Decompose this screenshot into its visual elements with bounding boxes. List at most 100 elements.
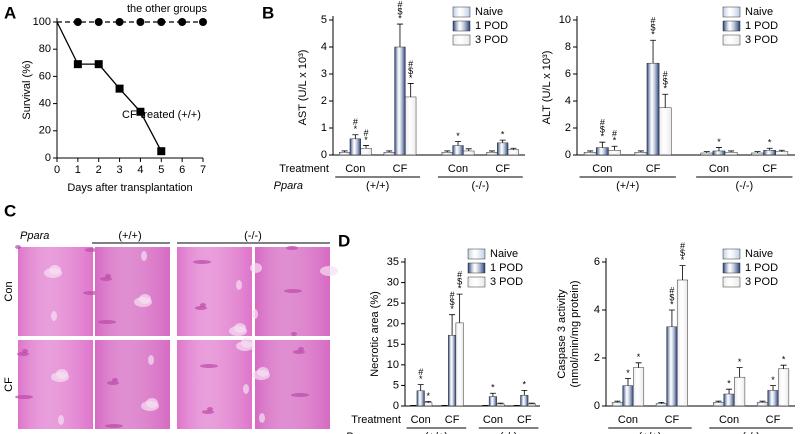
y-tick-label: 0 <box>594 400 600 412</box>
y-tick-label: 0 <box>565 149 571 161</box>
y-tick-label: 0 <box>45 152 51 164</box>
significance-mark: * <box>364 135 368 145</box>
bar <box>416 390 425 407</box>
error-bar <box>635 362 642 368</box>
significance-mark: * <box>426 391 430 401</box>
significance-mark: * <box>681 255 685 265</box>
significance-mark: # <box>353 117 358 127</box>
y-tick-label: 4 <box>594 304 600 316</box>
series-line <box>56 21 162 152</box>
y-tick-label: 60 <box>39 70 51 82</box>
tissue-spot <box>229 326 247 336</box>
significance-mark: * <box>613 136 617 146</box>
error-bar <box>759 400 766 403</box>
bar <box>633 367 645 407</box>
tissue-spot <box>51 372 69 382</box>
legend-label: Naive <box>745 248 773 260</box>
error-bar <box>425 401 432 403</box>
x-tick-label: 2 <box>96 164 102 176</box>
significance-mark: * <box>501 130 505 140</box>
legend-swatch <box>722 248 741 260</box>
point <box>157 147 166 156</box>
bar <box>622 385 634 407</box>
bar <box>712 150 726 156</box>
tissue-spot <box>141 401 159 411</box>
error-bar <box>715 400 722 403</box>
tissue-spot <box>236 341 254 351</box>
error-bar <box>521 389 528 396</box>
point <box>136 18 145 26</box>
group-label: (-/-) <box>471 180 489 192</box>
significance-mark: * <box>670 299 674 309</box>
bar <box>712 402 725 407</box>
bar <box>488 396 497 407</box>
x-tick-label: CF <box>646 163 661 175</box>
significance-mark: # <box>364 128 369 138</box>
y-tick-label: 10 <box>387 359 399 371</box>
y-axis-label: Survival (%) <box>21 60 33 119</box>
legend-label: 3 POD <box>490 276 523 288</box>
tissue-spot <box>291 332 297 336</box>
error-bar <box>363 145 370 149</box>
significance-mark: * <box>637 352 641 362</box>
tissue-spot <box>195 306 207 310</box>
tissue-spot <box>286 246 298 250</box>
significance-mark: # <box>612 129 617 139</box>
error-bar <box>754 151 761 153</box>
significance-mark: * <box>398 13 402 23</box>
micrograph-texture <box>177 340 252 429</box>
error-bar <box>658 402 665 404</box>
error-bar <box>449 314 456 336</box>
significance-mark: # <box>418 367 423 377</box>
legend-label: 3 POD <box>745 276 778 288</box>
error-bar <box>352 134 359 139</box>
tissue-spot <box>250 263 262 273</box>
error-bar <box>726 388 733 394</box>
tissue-spot <box>15 395 33 399</box>
significance-mark: * <box>717 137 721 147</box>
x-tick-label: 7 <box>200 164 206 176</box>
significance-mark: $ <box>663 77 668 87</box>
y-tick-label: 6 <box>594 256 600 268</box>
bar <box>775 151 789 156</box>
significance-mark: * <box>738 357 742 367</box>
panel-letter: D <box>338 231 350 250</box>
y-tick-label: 2 <box>321 95 327 107</box>
significance-mark: $ <box>651 23 656 33</box>
bar <box>463 150 475 156</box>
bar <box>596 147 609 156</box>
bar <box>723 393 735 407</box>
bar <box>507 149 519 156</box>
significance-mark: * <box>354 124 358 134</box>
tissue-spot <box>207 407 213 411</box>
tissue-spot <box>291 393 309 397</box>
y-axis-label: ALT (U/L x 10³) <box>541 51 553 125</box>
column-label: (+/+) <box>118 230 141 242</box>
group-label: (-/-) <box>500 431 518 434</box>
x-tick-label: Con <box>719 414 739 426</box>
y-tick-label: 100 <box>33 16 51 28</box>
significance-mark: * <box>651 30 655 40</box>
significance-mark: * <box>727 379 731 389</box>
legend-swatch <box>452 6 471 18</box>
tissue-spot <box>51 311 57 321</box>
error-bar <box>444 150 451 153</box>
legend-label: Naive <box>475 6 503 18</box>
tissue-spot <box>200 364 218 368</box>
bar <box>676 279 689 407</box>
y-tick-label: 30 <box>387 276 399 288</box>
bar <box>634 152 648 156</box>
point <box>157 18 166 26</box>
significance-mark: # <box>651 16 656 26</box>
significance-mark: * <box>450 304 454 314</box>
error-bar <box>407 83 414 97</box>
row-label: CF <box>3 377 15 392</box>
tissue-spot <box>85 248 97 252</box>
error-bar <box>528 402 535 404</box>
significance-mark: $ <box>397 6 402 16</box>
significance-mark: $ <box>669 292 674 302</box>
point <box>73 18 82 26</box>
y-tick-label: 0 <box>393 400 399 412</box>
tissue-spot <box>105 274 111 278</box>
y-tick-label: 6 <box>565 68 571 80</box>
